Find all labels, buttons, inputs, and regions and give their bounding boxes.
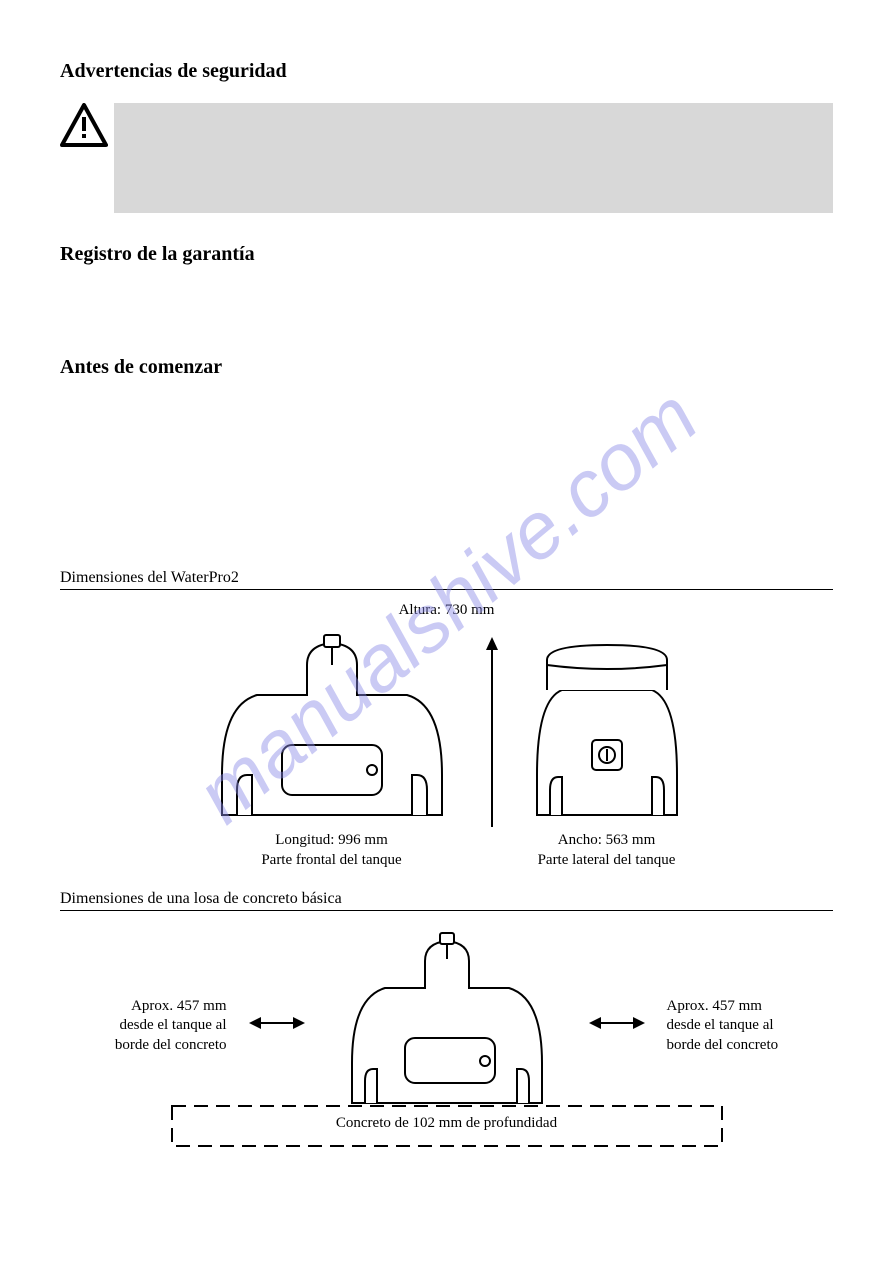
arrow-left-icon [247, 1013, 307, 1033]
subheading-product-dims: Dimensiones del WaterPro2 [60, 569, 833, 590]
slab-dims-diagram: Aprox. 457 mm desde el tanque al borde d… [60, 923, 833, 1151]
warning-triangle-icon [60, 103, 114, 147]
length-label: Longitud: 996 mm [275, 832, 388, 848]
warning-row [60, 103, 833, 213]
subheading-slab-dims: Dimensiones de una losa de concreto bási… [60, 890, 833, 911]
tank-on-slab-icon [327, 923, 567, 1123]
heading-safety: Advertencias de seguridad [60, 60, 833, 83]
warning-text-box [114, 103, 833, 213]
width-caption: Parte lateral del tanque [538, 852, 676, 868]
product-dims-diagram: Altura: 730 mm [60, 602, 833, 870]
tank-front-icon [202, 625, 462, 825]
arrow-right-icon [587, 1013, 647, 1033]
slab-center-graphic [327, 923, 567, 1123]
tank-side-icon [522, 625, 692, 825]
height-arrow [482, 632, 502, 870]
slab-depth-label: Concreto de 102 mm de profundidad [60, 1115, 833, 1132]
heading-warranty: Registro de la garantía [60, 243, 833, 266]
heading-before-start: Antes de comenzar [60, 356, 833, 379]
height-label: Altura: 730 mm [60, 602, 833, 619]
width-label: Ancho: 563 mm [558, 832, 656, 848]
side-view-column: Ancho: 563 mm Parte lateral del tanque [522, 625, 692, 870]
slab-right-offset: Aprox. 457 mm desde el tanque al borde d… [667, 997, 817, 1056]
slab-left-offset: Aprox. 457 mm desde el tanque al borde d… [77, 997, 227, 1056]
length-caption: Parte frontal del tanque [261, 852, 401, 868]
front-view-column: Longitud: 996 mm Parte frontal del tanqu… [202, 625, 462, 870]
